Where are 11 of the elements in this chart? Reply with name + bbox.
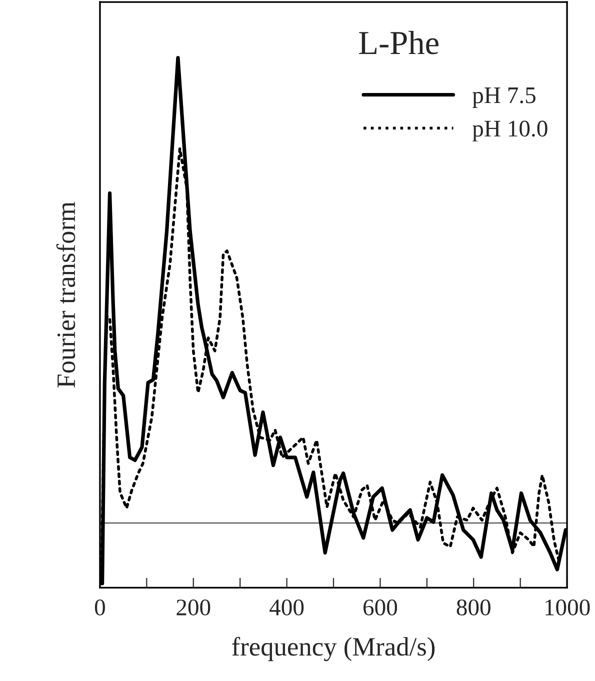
- x-axis-title: frequency (Mrad/s): [232, 636, 435, 662]
- x-tick-label: 800: [456, 599, 490, 616]
- chart-title: L-Phe: [359, 30, 438, 54]
- x-tick-label: 1000: [546, 599, 590, 616]
- x-tick-label: 600: [364, 599, 398, 616]
- legend-label: pH 7.5: [472, 88, 536, 108]
- x-tick-label: 0: [94, 599, 105, 616]
- legend-label: pH 10.0: [472, 120, 548, 142]
- x-tick-label: 400: [270, 599, 304, 616]
- x-tick-label: 200: [176, 599, 210, 616]
- y-axis-title: Fourier transform: [56, 202, 76, 388]
